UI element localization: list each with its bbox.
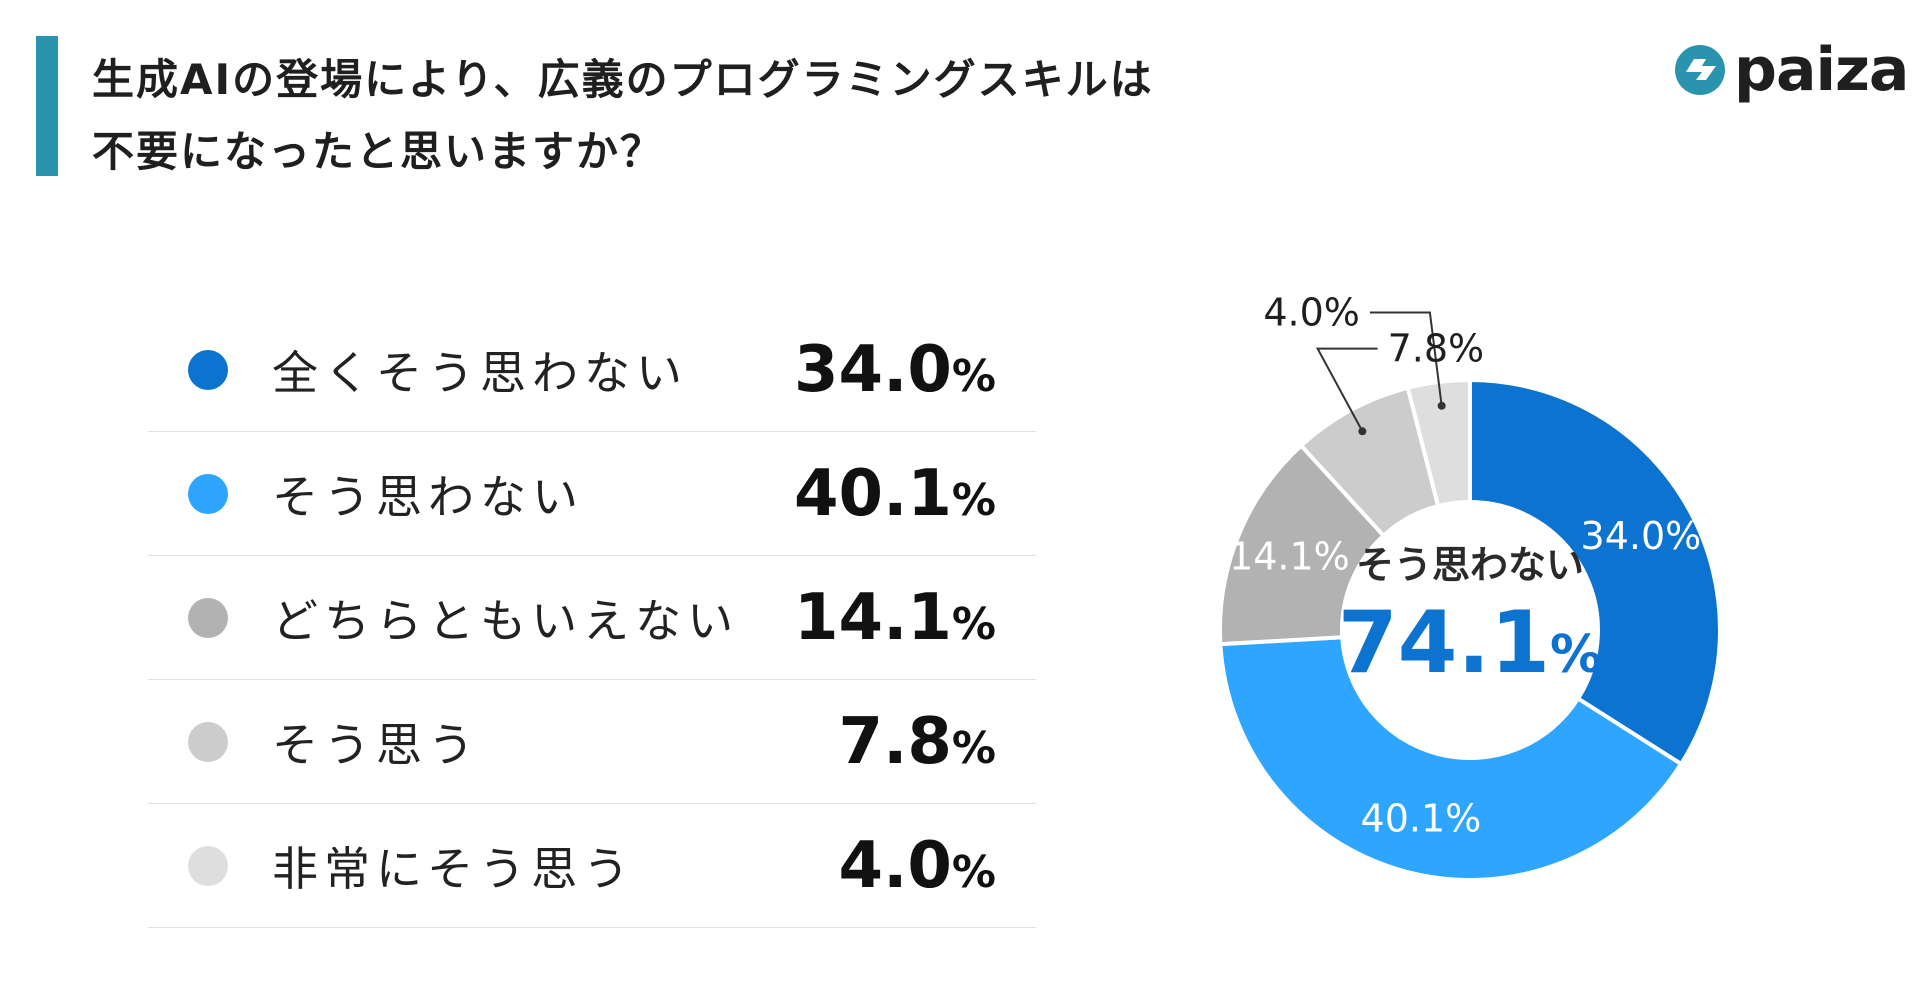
paiza-logo: paiza [1672,30,1909,110]
legend-row: そう思う 7.8% [148,680,1036,804]
title-line-1: 生成AIの登場により、広義のプログラミングスキルは [92,55,1154,104]
legend-label: 全くそう思わない [272,345,688,400]
legend-dot [188,721,228,762]
donut-slice-label: 14.1% [1229,535,1350,579]
legend-value: 4.0% [838,828,996,903]
legend-dot [188,349,228,390]
legend-value: 7.8% [838,704,996,779]
leader-line [1315,347,1378,432]
legend-dot [188,845,228,886]
donut-center-value: 74.1% [1338,593,1602,693]
donut-chart: 34.0% 40.1% 14.1% 7.8% 4.0% そう思わない 74.1% [1218,291,1722,882]
paiza-logo-icon [1675,45,1725,95]
donut-slice [1468,377,1722,767]
legend-label: そう思わない [272,469,584,524]
title-accent-bar [36,36,58,176]
legend-label: 非常にそう思う [272,841,636,896]
logo-text: paiza [1734,35,1909,105]
legend-row: 全くそう思わない 34.0% [148,308,1036,432]
legend-row: 非常にそう思う 4.0% [148,804,1036,928]
donut-slice-label: 40.1% [1361,797,1482,841]
donut-center-label: そう思わない [1356,543,1584,587]
legend-value: 14.1% [794,580,996,655]
legend-row: そう思わない 40.1% [148,432,1036,556]
legend-label: そう思う [272,717,480,772]
donut-slice [1405,377,1472,509]
legend-value: 40.1% [794,456,996,531]
legend-dot [188,597,228,638]
leader-line [1369,311,1443,406]
donut-slice-label: 34.0% [1581,514,1702,558]
donut-slice [1218,635,1684,882]
title-line-2: 不要になったと思いますか？ [92,127,665,176]
legend-dot [188,473,228,514]
legend: 全くそう思わない 34.0% そう思わない 40.1% どちらともいえない 14… [148,308,1036,928]
legend-label: どちらともいえない [272,593,740,648]
donut-slice-label: 4.0% [1263,291,1360,335]
donut-slice-label: 7.8% [1388,327,1485,371]
legend-value: 34.0% [794,332,996,407]
page-title: 生成AIの登場により、広義のプログラミングスキルは 不要になったと思いますか？ [92,44,1154,188]
legend-row: どちらともいえない 14.1% [148,556,1036,680]
